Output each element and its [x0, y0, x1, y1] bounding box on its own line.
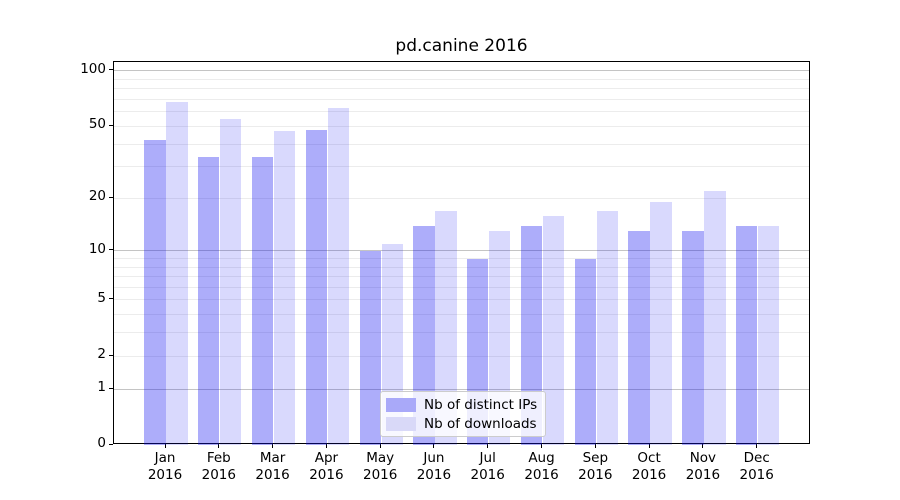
x-tick-mark-feb-2016 [218, 444, 220, 448]
gridline-minor-20 [114, 197, 809, 199]
legend-swatch-downloads [386, 416, 416, 431]
x-tick-label-aug-2016: Aug 2016 [524, 450, 559, 483]
bar-downloads-mar-2016 [273, 131, 296, 445]
x-tick-label-may-2016: May 2016 [363, 450, 398, 483]
bar-downloads-jun-2016 [435, 210, 457, 445]
x-tick-label-feb-2016: Feb 2016 [201, 450, 236, 483]
x-tick-mark-mar-2016 [272, 444, 274, 448]
x-tick-label-dec-2016: Dec 2016 [739, 450, 774, 483]
y-tick-label-1: 1 [97, 379, 106, 396]
x-tick-mark-apr-2016 [325, 444, 327, 448]
x-tick-mark-jun-2016 [433, 444, 435, 448]
legend: Nb of distinct IPs Nb of downloads [380, 391, 546, 437]
y-tick-mark-50 [109, 124, 113, 126]
x-tick-mark-aug-2016 [541, 444, 542, 448]
gridline-minor-40 [114, 143, 809, 145]
x-tick-label-apr-2016: Apr 2016 [309, 450, 344, 483]
legend-swatch-distinct-ips [386, 397, 416, 412]
bar-distinct-ips-aug-2016 [520, 225, 543, 445]
gridline-major-100 [114, 70, 809, 72]
plot-area [113, 61, 810, 445]
chart-title: pd.canine 2016 [395, 36, 528, 56]
gridline-minor-9 [114, 258, 809, 259]
x-tick-mark-jul-2016 [487, 444, 489, 448]
y-tick-label-20: 20 [88, 188, 106, 205]
bar-downloads-apr-2016 [327, 107, 350, 445]
bar-distinct-ips-mar-2016 [251, 156, 274, 445]
bar-distinct-ips-may-2016 [359, 250, 381, 445]
gridline-minor-5 [114, 299, 809, 301]
legend-item-downloads: Nb of downloads [386, 416, 539, 432]
gridline-minor-2 [114, 355, 809, 357]
x-tick-label-jun-2016: Jun 2016 [416, 450, 452, 483]
y-tick-label-10: 10 [88, 240, 106, 257]
gridline-minor-70 [114, 99, 809, 100]
gridline-minor-4 [114, 314, 809, 316]
x-tick-mark-nov-2016 [702, 444, 704, 448]
x-tick-mark-dec-2016 [756, 444, 758, 448]
gridline-major-1 [114, 388, 809, 390]
y-tick-mark-1 [109, 387, 113, 389]
gridline-minor-7 [114, 276, 809, 278]
legend-label-downloads: Nb of downloads [424, 415, 537, 432]
x-tick-label-nov-2016: Nov 2016 [685, 450, 721, 483]
y-tick-mark-100 [109, 69, 113, 71]
y-tick-label-100: 100 [80, 60, 106, 77]
y-tick-label-5: 5 [97, 289, 106, 306]
y-tick-label-2: 2 [97, 346, 106, 363]
gridline-minor-60 [114, 111, 809, 113]
y-tick-label-0: 0 [97, 435, 106, 452]
bar-downloads-feb-2016 [220, 118, 242, 445]
y-tick-mark-5 [109, 298, 113, 300]
legend-item-distinct-ips: Nb of distinct IPs [386, 397, 539, 413]
gridline-major-10 [114, 250, 809, 252]
y-tick-mark-0 [109, 443, 113, 445]
x-tick-label-sep-2016: Sep 2016 [578, 450, 613, 483]
gridline-minor-90 [114, 78, 809, 80]
bar-distinct-ips-oct-2016 [628, 231, 650, 445]
y-tick-label-50: 50 [88, 116, 106, 133]
gridline-minor-3 [114, 332, 809, 334]
bar-distinct-ips-jun-2016 [413, 225, 435, 445]
bar-downloads-aug-2016 [542, 215, 565, 445]
bar-distinct-ips-sep-2016 [574, 258, 596, 445]
bar-downloads-nov-2016 [704, 190, 726, 445]
bar-downloads-oct-2016 [650, 202, 672, 445]
x-tick-mark-may-2016 [379, 444, 381, 448]
bar-distinct-ips-apr-2016 [305, 129, 328, 445]
y-tick-mark-20 [109, 196, 113, 198]
bar-distinct-ips-feb-2016 [198, 156, 220, 445]
gridline-minor-50 [114, 125, 809, 127]
x-tick-mark-sep-2016 [594, 444, 596, 448]
x-tick-mark-oct-2016 [648, 444, 650, 448]
legend-label-distinct-ips: Nb of distinct IPs [424, 396, 538, 413]
y-tick-mark-10 [109, 249, 113, 251]
bar-downloads-dec-2016 [758, 225, 780, 445]
y-tick-mark-2 [109, 354, 113, 356]
bar-distinct-ips-jan-2016 [144, 140, 166, 445]
x-tick-label-oct-2016: Oct 2016 [631, 450, 667, 483]
gridline-minor-30 [114, 166, 809, 168]
bar-downloads-jan-2016 [166, 101, 188, 445]
x-tick-label-jan-2016: Jan 2016 [147, 450, 183, 483]
x-tick-label-mar-2016: Mar 2016 [255, 450, 290, 483]
bar-distinct-ips-dec-2016 [736, 225, 758, 445]
gridline-minor-8 [114, 266, 809, 268]
bar-downloads-sep-2016 [596, 210, 618, 445]
x-tick-mark-jan-2016 [164, 444, 166, 448]
bar-distinct-ips-nov-2016 [682, 231, 704, 445]
gridline-minor-6 [114, 286, 809, 288]
gridline-minor-80 [114, 88, 809, 90]
x-tick-label-jul-2016: Jul 2016 [470, 450, 505, 483]
